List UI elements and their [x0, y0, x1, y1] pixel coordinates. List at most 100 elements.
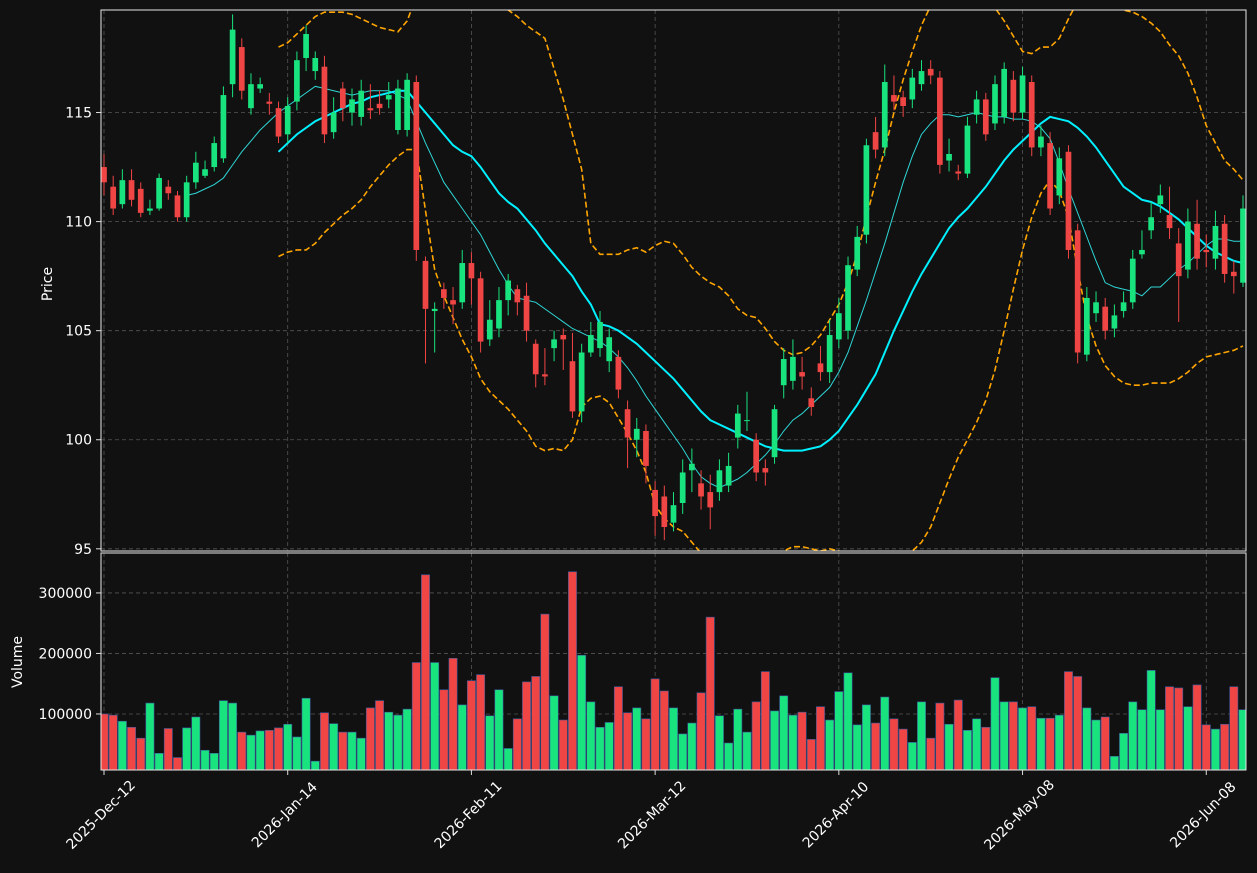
- candle-body: [349, 99, 355, 113]
- candle-body: [156, 177, 162, 209]
- candle-body: [1166, 215, 1173, 229]
- volume-bar: [173, 757, 182, 770]
- candle-body: [321, 66, 328, 135]
- candle-body: [275, 108, 282, 137]
- indicator-line: [277, 89, 1244, 452]
- volume-bar: [714, 715, 724, 770]
- candle-body: [918, 71, 925, 85]
- volume-bar: [485, 715, 495, 770]
- candle-body: [330, 112, 337, 133]
- volume-bar: [990, 677, 1000, 770]
- volume-bar: [411, 662, 421, 770]
- volume-bar: [228, 702, 238, 770]
- volume-bar: [632, 707, 642, 770]
- candle-body: [771, 409, 778, 458]
- volume-bar: [476, 674, 486, 770]
- candle-body: [1028, 81, 1035, 148]
- candle-body: [734, 413, 741, 438]
- candle-body: [1120, 302, 1127, 312]
- candle-body: [385, 95, 392, 100]
- volume-bar: [182, 727, 192, 770]
- candle-body: [202, 169, 208, 176]
- candle-body: [1148, 217, 1154, 231]
- volume-bar: [549, 695, 559, 770]
- volume-bar: [301, 697, 311, 770]
- volume-bar: [1054, 714, 1064, 770]
- volume-bar: [1183, 706, 1193, 770]
- volume-bar: [503, 748, 513, 770]
- y-tick-label: 200000: [39, 646, 92, 662]
- volume-bar: [448, 657, 458, 770]
- volume-bar: [1128, 701, 1138, 770]
- volume-bar: [1064, 671, 1073, 770]
- volume-bar: [1109, 756, 1119, 770]
- candle-body: [1102, 306, 1109, 331]
- candle-body: [725, 465, 732, 486]
- volume-bar: [806, 739, 816, 770]
- candle-body: [339, 88, 346, 109]
- candle-body: [652, 489, 658, 517]
- candle-body: [147, 208, 153, 211]
- candle-body: [937, 77, 943, 165]
- candle-body: [303, 33, 309, 58]
- candle-body: [1129, 258, 1136, 303]
- candle-body: [973, 99, 980, 115]
- candle-body: [183, 182, 190, 218]
- volume-bar: [200, 749, 210, 770]
- candle-body: [1019, 75, 1026, 113]
- candle-body: [808, 398, 815, 408]
- candle-body: [643, 431, 649, 466]
- indicator-line: [278, 148, 1244, 551]
- volume-bar: [430, 662, 440, 770]
- volume-bar: [604, 722, 614, 770]
- candle-body: [909, 77, 916, 100]
- volume-bar: [558, 719, 568, 770]
- candle-body: [422, 260, 429, 309]
- candle-body: [459, 263, 466, 303]
- volume-bar: [1201, 724, 1211, 770]
- candle-body: [505, 280, 512, 301]
- candle-body: [1047, 143, 1053, 209]
- volume-bar: [1146, 670, 1156, 770]
- candle-body: [1185, 221, 1191, 270]
- candle-body: [1212, 225, 1219, 259]
- volume-bar: [816, 706, 825, 770]
- volume-bar: [595, 726, 605, 770]
- volume-bar: [320, 712, 329, 770]
- y-tick-label: 100000: [39, 707, 92, 723]
- y-tick-label: 300000: [39, 586, 92, 602]
- volume-bar: [889, 718, 899, 770]
- volume-bar: [384, 711, 394, 770]
- volume-bar: [264, 730, 274, 770]
- volume-bar: [127, 726, 136, 770]
- candle-body: [1056, 158, 1063, 196]
- candle-body: [376, 103, 383, 109]
- candle-body: [413, 81, 420, 250]
- volume-bar: [1091, 719, 1101, 770]
- candle-body: [707, 492, 714, 508]
- y-tick-label: 110: [65, 215, 92, 231]
- candle-body: [312, 57, 319, 72]
- volume-bar: [310, 760, 320, 770]
- candle-body: [1157, 195, 1164, 205]
- volume-bar: [1211, 728, 1220, 770]
- candle-body: [624, 409, 631, 438]
- candle-body: [486, 319, 493, 340]
- volume-grid: [101, 553, 1246, 770]
- y-tick-label: 95: [74, 542, 92, 558]
- candle-body: [119, 180, 126, 205]
- candle-body: [799, 372, 805, 377]
- candle-body: [496, 300, 502, 329]
- volume-bar: [522, 681, 531, 770]
- volume-bar: [760, 671, 770, 770]
- candle-body: [689, 463, 695, 471]
- candle-body: [193, 162, 199, 183]
- candle-body: [1083, 297, 1090, 355]
- volume-bar: [650, 678, 660, 770]
- volume-bar: [917, 701, 926, 770]
- candle-body: [817, 363, 824, 373]
- candle-body: [698, 483, 704, 497]
- volume-bar: [586, 701, 596, 770]
- volume-bar: [871, 722, 881, 770]
